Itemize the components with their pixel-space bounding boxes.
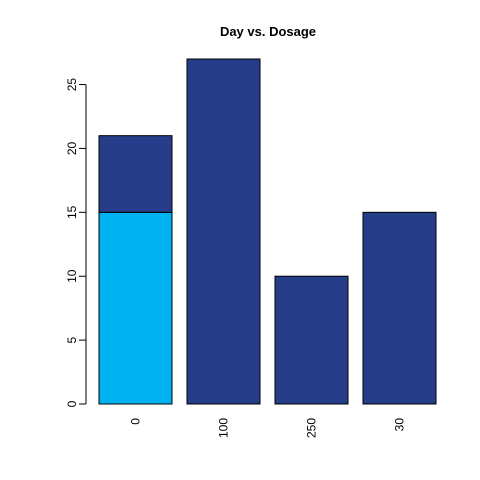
x-tick-label-100: 100 — [217, 418, 231, 438]
y-tick-label: 25 — [65, 78, 79, 92]
bars-group — [98, 58, 437, 405]
bar-30-segment-2 — [362, 211, 437, 405]
x-tick-label-30: 30 — [393, 418, 407, 432]
x-tick-label-250: 250 — [305, 418, 319, 438]
bar-100-segment-2 — [186, 58, 261, 405]
chart-title: Day vs. Dosage — [220, 24, 316, 39]
y-tick-label: 5 — [65, 336, 79, 343]
y-tick-label: 20 — [65, 141, 79, 155]
y-tick-label: 10 — [65, 269, 79, 283]
y-tick-label: 0 — [65, 400, 79, 407]
x-axis-labels: 0 100 250 30 — [129, 418, 407, 438]
bar-0-segment-1 — [98, 211, 173, 405]
y-tick-label: 15 — [65, 205, 79, 219]
bar-250-segment-2 — [274, 275, 349, 405]
y-axis-ticks: 0 5 10 15 20 25 — [65, 78, 86, 407]
bar-0-segment-2 — [98, 135, 173, 213]
x-tick-label-0: 0 — [129, 418, 143, 425]
